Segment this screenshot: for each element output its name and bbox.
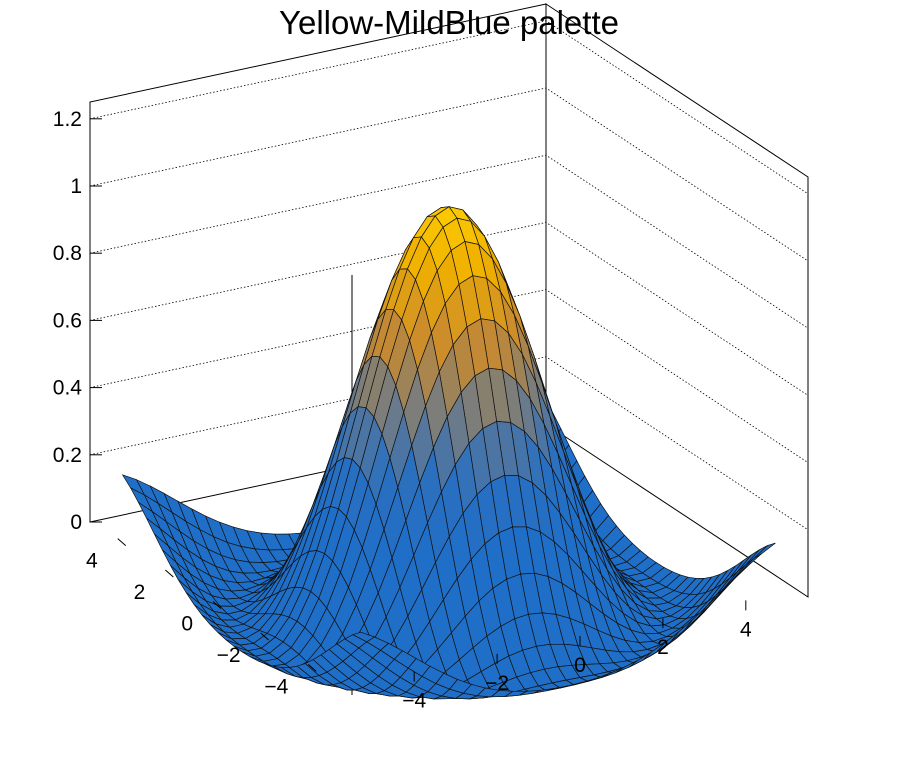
z-axis: 0 0.2 0.4 0.6 0.8 1 1.2 [53,108,102,534]
y-tick [212,601,222,609]
y-tick [117,538,127,546]
y-tick [307,664,317,672]
grid-line-z [89,289,809,463]
z-tick-label: 0.6 [53,309,82,332]
x-tick-label: 0 [574,654,586,677]
surface-cell [351,631,376,643]
x-tick-label: 4 [740,618,752,641]
grid-line-z [89,20,809,195]
y-tick-label: 0 [181,613,193,636]
surface [121,206,776,700]
grid-line-z [89,221,809,396]
z-tick-label: 0.4 [53,377,83,400]
x-tick-label: −4 [402,690,426,713]
y-axis: −4 −2 0 2 4 [86,538,317,698]
x-axis: −4 −2 0 2 4 [402,600,752,713]
y-tick-label: 4 [86,550,98,573]
y-tick-label: −4 [264,675,288,698]
back-wall-right [545,3,809,598]
grid-line-z [89,87,809,262]
z-tick-label: 0 [70,511,82,534]
x-tick-label: 2 [657,636,669,659]
z-tick-label: 0.2 [53,444,82,467]
z-tick-label: 0.8 [53,242,82,265]
x-tick-label: −2 [485,672,509,695]
y-tick-label: 2 [134,581,146,604]
y-tick [165,569,174,578]
chart-title: Yellow-MildBlue palette [279,4,619,41]
z-tick-label: 1 [70,175,82,198]
grid-line-z [89,154,809,329]
grid-line-z [89,356,809,531]
z-tick-label: 1.2 [53,108,82,131]
y-tick [260,632,269,641]
y-tick-label: −2 [217,644,241,667]
